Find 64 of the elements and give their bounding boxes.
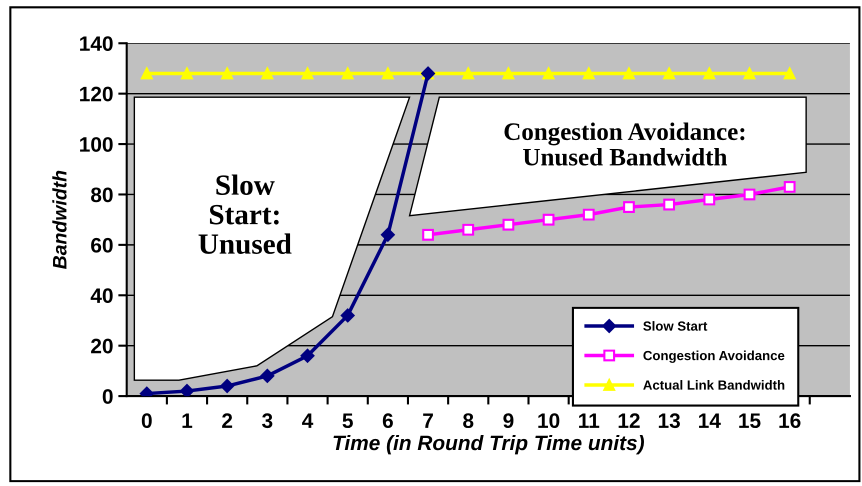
x-axis-title: Time (in Round Trip Time units) <box>334 434 644 454</box>
x-tick-label: 10 <box>538 413 560 428</box>
point <box>502 218 514 231</box>
x-tick-label: 14 <box>699 414 721 428</box>
x-tick-label: 16 <box>779 413 800 428</box>
point <box>382 68 394 80</box>
point <box>582 68 595 80</box>
point <box>784 181 796 193</box>
point <box>260 368 274 383</box>
point <box>623 68 635 80</box>
annotation: Congestion Avoidance: Unused Bandwidth <box>504 122 744 166</box>
point <box>180 384 194 396</box>
x-tick-label: 13 <box>658 413 680 428</box>
x-tick-label: 5 <box>342 414 353 428</box>
x-tick-label: 15 <box>739 414 760 428</box>
point <box>181 68 193 80</box>
point <box>703 194 716 206</box>
x-tick-label: 4 <box>302 414 314 428</box>
point <box>623 201 635 213</box>
point <box>784 68 796 80</box>
y-tick-label: 60 <box>91 238 113 253</box>
point <box>302 68 314 80</box>
point <box>220 379 234 393</box>
point <box>261 68 274 80</box>
point <box>663 68 676 80</box>
point <box>703 68 716 80</box>
y-tick-label: 0 <box>102 389 113 404</box>
y-tick-label: 120 <box>80 86 113 102</box>
legend-label: Slow Start <box>643 321 708 331</box>
point <box>462 68 474 80</box>
y-tick-label: 140 <box>80 36 113 52</box>
x-tick-label: 8 <box>463 413 474 428</box>
point <box>140 68 153 80</box>
x-tick-label: 6 <box>382 413 393 428</box>
point <box>542 68 554 80</box>
point <box>422 228 434 241</box>
point <box>340 308 355 322</box>
point <box>744 68 756 80</box>
point <box>744 188 756 200</box>
y-axis-title: Bandwidth <box>52 170 67 270</box>
point <box>462 224 474 236</box>
point <box>380 228 395 242</box>
x-tick-label: 9 <box>503 413 514 428</box>
x-tick-label: 11 <box>579 414 600 428</box>
y-tick-label: 40 <box>90 288 113 304</box>
legend-label: Congestion Avoidance <box>643 350 784 363</box>
point <box>663 198 676 210</box>
y-tick-label: 80 <box>91 187 113 202</box>
point <box>300 348 314 363</box>
y-tick-label: 20 <box>91 338 113 354</box>
legend-label: Actual Link Bandwidth <box>643 380 784 390</box>
annotation: Slow Start: Unused <box>198 174 292 254</box>
point <box>502 68 514 80</box>
point <box>342 68 354 80</box>
point <box>542 214 554 226</box>
x-tick-label: 2 <box>222 413 232 428</box>
x-tick-label: 0 <box>142 413 152 428</box>
point <box>221 68 234 80</box>
point <box>582 208 595 221</box>
x-tick-label: 12 <box>618 413 640 428</box>
x-tick-label: 7 <box>423 414 433 428</box>
y-tick-label: 100 <box>80 137 113 152</box>
x-tick-label: 3 <box>262 413 272 428</box>
x-tick-label: 1 <box>182 414 192 428</box>
